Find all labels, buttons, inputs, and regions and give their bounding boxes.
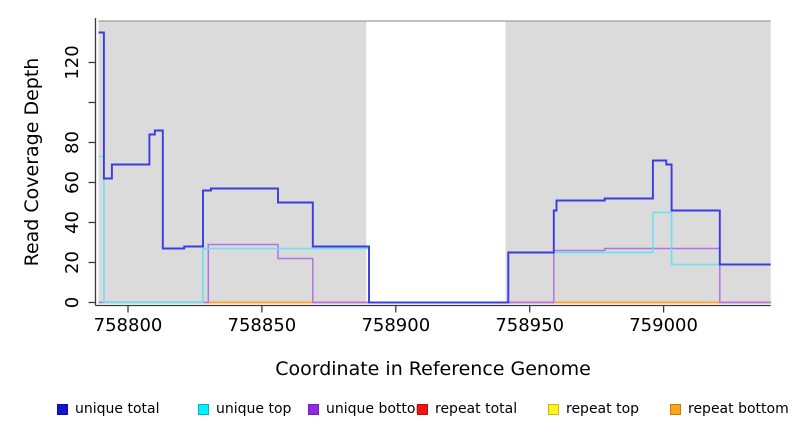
y-tick-label: 80 bbox=[62, 131, 83, 154]
shaded-regions bbox=[98, 20, 771, 304]
legend-swatch-icon bbox=[308, 403, 319, 415]
legend-item-unique-top: unique top bbox=[198, 397, 291, 421]
x-tick-label: 758950 bbox=[495, 315, 564, 336]
legend-swatch-icon bbox=[57, 403, 68, 415]
y-tick-label: 60 bbox=[62, 171, 83, 194]
legend-item-unique-total: unique total bbox=[57, 397, 159, 421]
y-axis-title: Read Coverage Depth bbox=[21, 57, 43, 267]
legend-swatch-icon bbox=[548, 403, 559, 415]
y-tick-label: 0 bbox=[62, 297, 83, 308]
legend-item-repeat-total: repeat total bbox=[417, 397, 517, 421]
legend-swatch-icon bbox=[417, 403, 428, 415]
legend-item-repeat-top: repeat top bbox=[548, 397, 639, 421]
legend-item-repeat-bottom: repeat bottom bbox=[670, 397, 789, 421]
x-tick-label: 758900 bbox=[361, 315, 430, 336]
legend-item-unique-bottom: unique bottom bbox=[308, 397, 429, 421]
y-tick-label: 20 bbox=[62, 251, 83, 274]
axes bbox=[88, 18, 771, 313]
x-axis-title: Coordinate in Reference Genome bbox=[275, 358, 591, 380]
legend-label: repeat bottom bbox=[688, 401, 789, 417]
unique-series bbox=[98, 31, 771, 304]
y-tick-label: 40 bbox=[62, 211, 83, 234]
x-tick-label: 758800 bbox=[94, 315, 163, 336]
y-tick-label: 120 bbox=[62, 45, 83, 79]
legend-label: unique top bbox=[216, 401, 292, 417]
legend-label: unique bottom bbox=[326, 401, 430, 417]
x-tick-label: 758850 bbox=[228, 315, 297, 336]
x-tick-label: 759000 bbox=[629, 315, 698, 336]
legend: unique total unique top unique bottom repea… bbox=[0, 397, 792, 421]
legend-label: unique total bbox=[75, 401, 160, 417]
legend-label: repeat total bbox=[435, 401, 518, 417]
legend-label: repeat top bbox=[566, 401, 640, 417]
legend-swatch-icon bbox=[198, 403, 209, 415]
series-unique-total bbox=[98, 31, 771, 304]
legend-swatch-icon bbox=[670, 403, 681, 415]
tick-labels: 0 20 40 60 80 120 758800 758850 758900 758950 7590… bbox=[62, 45, 698, 336]
